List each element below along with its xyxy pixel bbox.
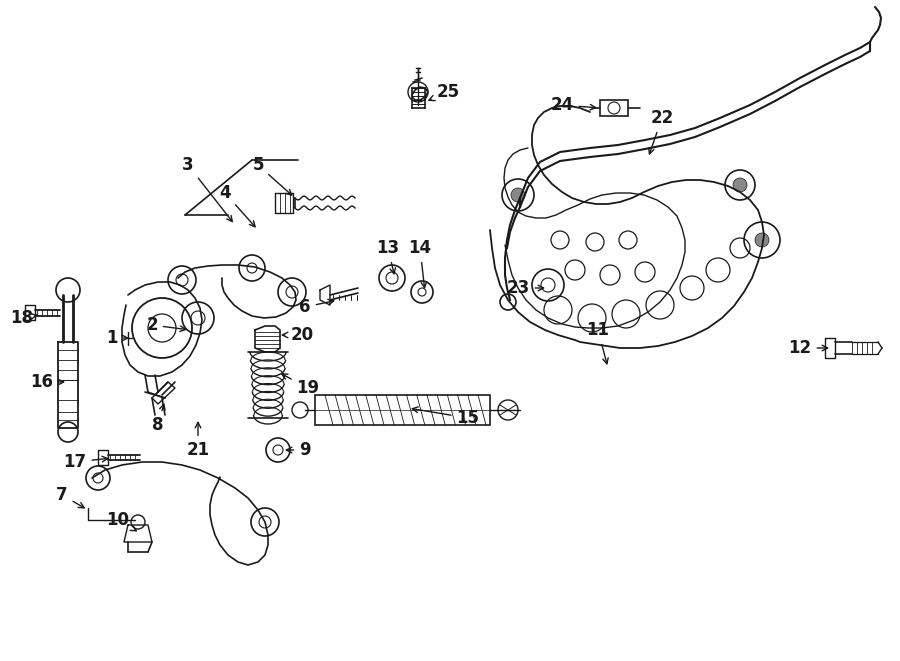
Bar: [600, 100, 628, 116]
Text: 18: 18: [11, 309, 37, 327]
Text: 11: 11: [587, 321, 609, 364]
Bar: [315, 395, 490, 425]
Text: 7: 7: [56, 486, 85, 508]
Text: 10: 10: [106, 511, 136, 531]
Text: 16: 16: [31, 373, 64, 391]
Text: 24: 24: [551, 96, 596, 114]
Text: 3: 3: [182, 156, 232, 221]
Circle shape: [511, 188, 525, 202]
Text: 19: 19: [282, 374, 320, 397]
Text: 21: 21: [186, 422, 210, 459]
Text: 9: 9: [286, 441, 310, 459]
Text: 5: 5: [252, 156, 292, 195]
Text: 14: 14: [409, 239, 432, 288]
Text: 4: 4: [220, 184, 255, 227]
Text: 25: 25: [429, 83, 460, 101]
Text: 1: 1: [106, 329, 128, 347]
Text: 17: 17: [63, 453, 108, 471]
Text: 20: 20: [283, 326, 313, 344]
Text: 6: 6: [299, 298, 334, 316]
Text: 8: 8: [152, 404, 165, 434]
Text: 22: 22: [649, 109, 673, 154]
Circle shape: [755, 233, 769, 247]
Text: 15: 15: [412, 407, 480, 427]
Text: 2: 2: [146, 316, 185, 334]
Text: 23: 23: [507, 279, 544, 297]
Text: 13: 13: [376, 239, 400, 274]
Text: 12: 12: [788, 339, 828, 357]
Circle shape: [733, 178, 747, 192]
